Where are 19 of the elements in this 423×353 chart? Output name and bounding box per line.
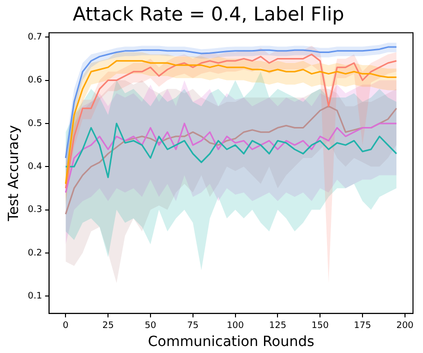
y-axis-title: Test Accuracy — [6, 125, 22, 222]
x-tick-label: 75 — [187, 321, 199, 332]
y-tick-label: 0.6 — [28, 76, 42, 86]
x-tick-label: 200 — [396, 321, 414, 332]
chart-title: Attack Rate = 0.4, Label Flip — [72, 3, 344, 26]
x-tick-label: 25 — [102, 321, 114, 332]
x-axis-title: Communication Rounds — [148, 334, 314, 350]
y-tick-label: 0.7 — [28, 32, 42, 42]
x-tick-label: 100 — [226, 321, 244, 332]
y-tick-label: 0.3 — [28, 205, 42, 216]
y-tick-label: 0.1 — [28, 291, 42, 302]
x-tick-label: 175 — [354, 321, 372, 332]
x-tick-label: 150 — [312, 321, 329, 332]
x-tick-label: 50 — [144, 321, 156, 332]
y-tick-label: 0.2 — [28, 248, 42, 258]
x-tick-label: 0 — [62, 321, 69, 332]
x-tick-label: 125 — [269, 321, 286, 332]
y-tick-label: 0.4 — [28, 162, 42, 172]
y-tick-label: 0.5 — [28, 118, 42, 129]
